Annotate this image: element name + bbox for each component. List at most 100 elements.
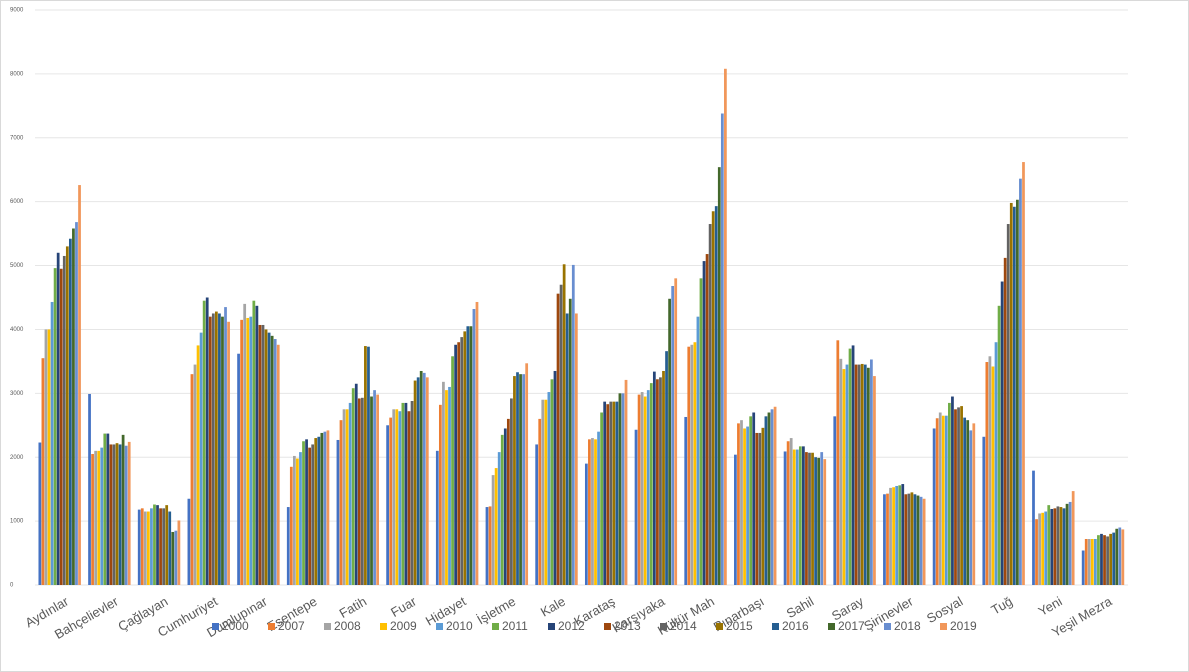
bar (597, 431, 600, 585)
bar (935, 418, 939, 585)
bar (547, 392, 551, 585)
bar (326, 430, 330, 585)
bar (65, 246, 69, 585)
bar (118, 444, 122, 585)
bar (1059, 507, 1063, 585)
bar (202, 300, 206, 585)
bar (174, 530, 178, 585)
bar (469, 326, 473, 585)
bar (737, 423, 740, 585)
bar (261, 324, 265, 585)
bar (448, 386, 451, 585)
bar (854, 364, 858, 585)
bar (211, 313, 215, 585)
bar (348, 402, 352, 585)
bar (538, 418, 542, 585)
bar (221, 316, 224, 585)
bar (354, 383, 358, 585)
bar (1115, 528, 1119, 585)
bar (1038, 513, 1041, 585)
bar (62, 255, 66, 585)
bar (770, 409, 774, 585)
bar (544, 399, 548, 585)
bar (969, 430, 973, 585)
bar (1035, 519, 1038, 585)
bar (643, 396, 647, 585)
bar (367, 346, 370, 585)
bar (886, 493, 889, 585)
bar (302, 441, 305, 585)
bar (938, 412, 942, 585)
bar (873, 376, 876, 585)
bar (901, 484, 905, 585)
bar (811, 452, 814, 585)
bar (401, 402, 405, 585)
bar (743, 428, 746, 585)
bar (699, 278, 703, 585)
bar (497, 452, 501, 585)
bar (808, 452, 811, 585)
bar (562, 264, 566, 585)
bar (339, 420, 343, 585)
bar (714, 206, 718, 585)
bar (438, 404, 442, 585)
bar (392, 409, 396, 585)
legend-label: 2015 (726, 619, 753, 633)
bar (941, 415, 945, 585)
bar (522, 374, 525, 585)
bar (510, 398, 513, 585)
bar (734, 454, 737, 585)
bar (190, 374, 194, 585)
bar (1009, 202, 1013, 585)
bar (951, 396, 954, 585)
bar (237, 353, 240, 585)
legend-label: 2018 (894, 619, 921, 633)
bar (208, 316, 212, 585)
y-tick-label: 1000 (10, 519, 24, 525)
bar (988, 356, 992, 585)
bar (963, 417, 967, 585)
bar (264, 329, 268, 585)
bar (1118, 527, 1122, 585)
bar (267, 332, 271, 585)
bar (1047, 505, 1051, 585)
bar (863, 364, 867, 585)
bar (445, 390, 448, 585)
legend-swatch (716, 623, 723, 630)
bar (823, 459, 827, 585)
bar (690, 344, 694, 585)
bar (44, 329, 48, 585)
legend-swatch (884, 623, 891, 630)
bar (1006, 224, 1010, 585)
bar (156, 505, 159, 585)
bar (634, 429, 638, 585)
bar (802, 446, 805, 585)
bar (1103, 535, 1106, 585)
legend-label: 2008 (334, 619, 361, 633)
bar (370, 396, 373, 585)
bar (38, 442, 42, 585)
bar (299, 452, 302, 585)
bar (143, 511, 147, 585)
y-tick-label: 0 (10, 583, 14, 589)
bar (112, 444, 116, 585)
bar (140, 508, 144, 585)
bar (842, 369, 846, 585)
legend-swatch (772, 623, 779, 630)
bar (944, 415, 948, 585)
legend-swatch (604, 623, 611, 630)
bar (516, 372, 519, 585)
bar (1041, 512, 1045, 585)
bar (525, 363, 529, 585)
bar (345, 409, 349, 585)
bar (389, 417, 393, 585)
bar (588, 439, 591, 585)
bar (687, 346, 691, 585)
bar (488, 506, 492, 585)
bar (454, 344, 457, 585)
bar (957, 407, 960, 585)
legend-swatch (548, 623, 555, 630)
bar (919, 496, 923, 585)
y-tick-label: 6000 (10, 199, 24, 205)
bar (296, 458, 299, 585)
